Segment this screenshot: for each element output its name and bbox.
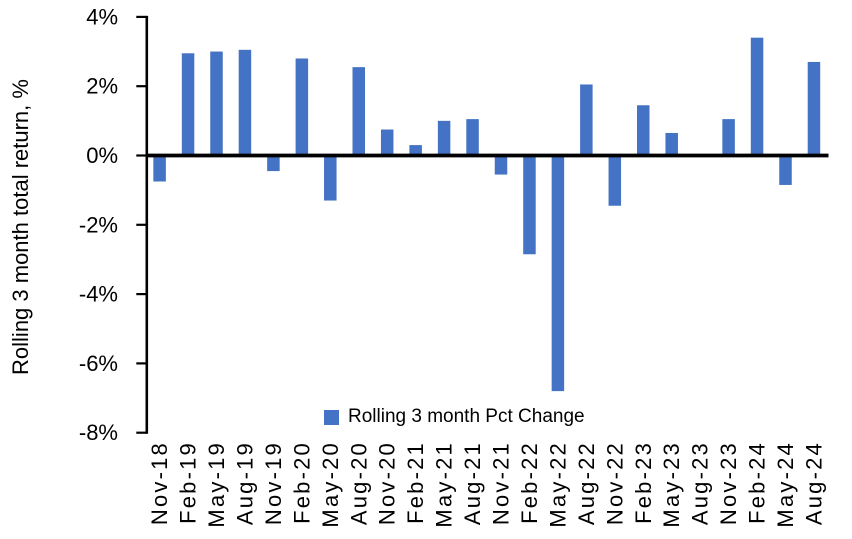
y-tick-label: -8% — [79, 420, 118, 445]
x-tick-label: Feb-19 — [176, 441, 201, 524]
bar-Feb-20 — [295, 58, 309, 156]
legend: Rolling 3 month Pct Change — [324, 406, 585, 428]
x-tick-label: Nov-23 — [716, 441, 741, 525]
x-tick-label: Feb-23 — [631, 441, 656, 524]
bar-May-23 — [665, 132, 678, 156]
x-tick-label: Nov-19 — [261, 441, 286, 525]
bar-Feb-23 — [637, 105, 650, 156]
x-tick-label: May-21 — [432, 441, 457, 528]
bar-May-24 — [779, 155, 792, 185]
y-tick-label: -6% — [79, 351, 118, 376]
bar-Nov-18 — [153, 155, 166, 182]
x-tick-label: Feb-20 — [289, 441, 314, 524]
y-tick-label: 2% — [86, 74, 118, 99]
bar-May-19 — [210, 51, 223, 156]
bar-Aug-20 — [352, 67, 365, 156]
bar-Nov-23 — [722, 119, 735, 156]
x-tick-label: May-22 — [545, 441, 570, 528]
x-tick-label: Aug-23 — [688, 441, 713, 525]
bar-Nov-20 — [380, 129, 394, 156]
bar-Aug-24 — [807, 61, 821, 156]
bar-Aug-19 — [238, 49, 252, 156]
x-tick-label: Nov-20 — [375, 441, 400, 525]
y-tick-label: -2% — [79, 212, 118, 237]
x-tick-label: Nov-21 — [489, 441, 514, 525]
x-tick-label: Feb-21 — [403, 441, 428, 524]
bar-Feb-21 — [409, 145, 422, 156]
y-tick-label: 0% — [86, 143, 118, 168]
x-tick-label: Nov-18 — [147, 441, 172, 525]
x-tick-label: Aug-19 — [232, 441, 257, 525]
x-tick-label: Feb-24 — [745, 441, 770, 524]
x-tick-label: May-24 — [773, 441, 798, 528]
bar-Feb-22 — [523, 155, 536, 255]
bar-May-20 — [324, 155, 337, 201]
x-tick-label: Feb-22 — [517, 441, 542, 524]
x-tick-label: May-20 — [318, 441, 343, 528]
bar-May-22 — [551, 155, 565, 392]
bar-Nov-21 — [494, 155, 508, 175]
x-tick-label: Aug-21 — [460, 441, 485, 525]
bar-Aug-21 — [466, 119, 479, 156]
bar-Feb-19 — [181, 53, 195, 156]
bar-Nov-22 — [608, 155, 622, 206]
bar-Aug-22 — [580, 84, 593, 156]
x-tick-label: May-19 — [204, 441, 229, 528]
x-tick-label: Aug-20 — [346, 441, 371, 525]
x-tick-label: May-23 — [659, 441, 684, 528]
bar-Feb-24 — [750, 37, 764, 156]
bar-May-21 — [437, 120, 451, 156]
legend-marker-icon — [324, 409, 339, 425]
y-tick-label: 4% — [86, 4, 118, 29]
bar-Nov-19 — [267, 155, 280, 172]
x-tick-label: Aug-22 — [574, 441, 599, 525]
x-tick-label: Nov-22 — [602, 441, 627, 525]
x-tick-label: Aug-24 — [801, 441, 826, 525]
legend-label: Rolling 3 month Pct Change — [348, 406, 585, 427]
y-tick-label: -4% — [79, 282, 118, 307]
